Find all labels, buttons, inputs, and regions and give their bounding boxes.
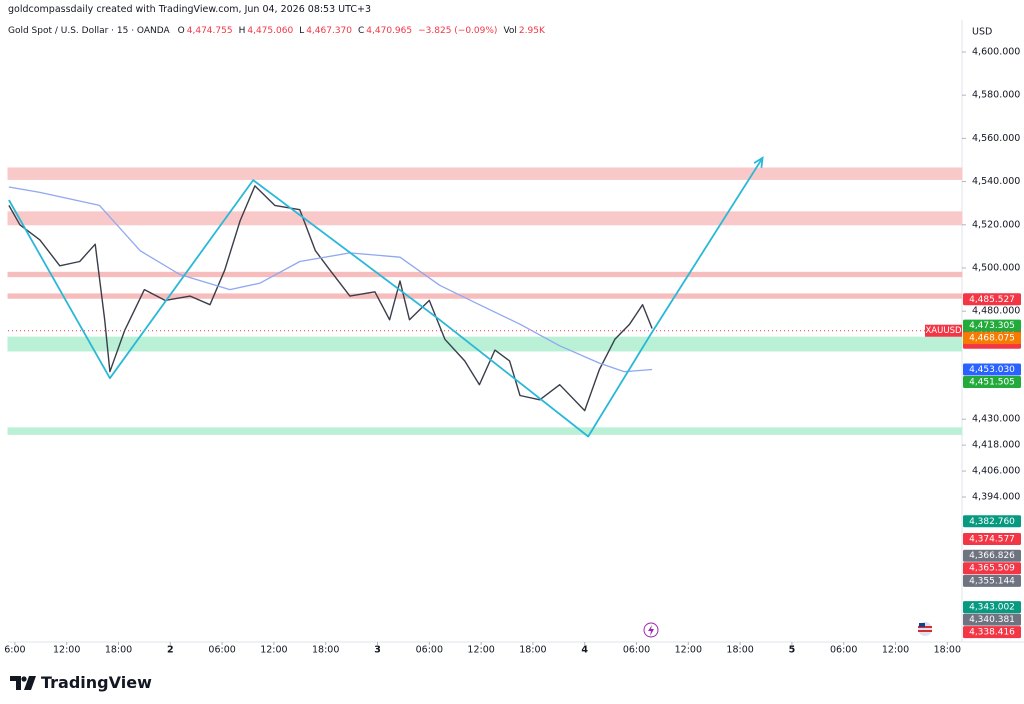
flag-icon[interactable] <box>918 622 932 636</box>
x-tick-label: 4 <box>581 645 588 656</box>
symbol-tag-label: XAUUSD <box>925 326 961 336</box>
zone <box>7 336 963 352</box>
x-tick-label: 5 <box>789 645 796 656</box>
currency: USD <box>972 27 992 38</box>
arrow-head <box>753 156 764 168</box>
change: −3.825 (−0.09%) <box>418 26 498 36</box>
ohlc-label: H <box>238 26 246 36</box>
price-tag <box>963 363 1021 376</box>
x-tick-label: 12:00 <box>675 645 702 656</box>
zone <box>7 271 963 278</box>
price-tag <box>963 332 1021 345</box>
price-tag <box>963 319 1021 332</box>
volume-label: Vol <box>503 26 517 36</box>
price-tag-label: 4,468.075 <box>969 334 1015 344</box>
price-tag-label: 4,374.577 <box>969 534 1015 544</box>
price-tag-label: 4,382.760 <box>969 517 1015 527</box>
ohlc-value: 4,467.370 <box>306 26 352 36</box>
price-tag-label: 4,485.527 <box>969 295 1015 305</box>
lightning-icon[interactable] <box>643 622 659 638</box>
zone <box>7 211 963 226</box>
zone <box>7 293 963 299</box>
ohlc-label: C <box>358 26 365 36</box>
price-tag-label: 4,355.144 <box>969 576 1015 586</box>
price-tag <box>963 549 1021 562</box>
x-tick-label: 12:00 <box>882 645 909 656</box>
y-tick-label: 4,520.000 <box>972 219 1020 230</box>
price-tag <box>963 613 1021 626</box>
x-tick-label: 06:00 <box>208 645 235 656</box>
price-tag-label: 4,453.030 <box>969 365 1015 375</box>
price-tag-label: 4,366.826 <box>969 551 1015 561</box>
x-tick-label: 12:00 <box>53 645 80 656</box>
ohlc-value: 4,474.755 <box>186 26 233 36</box>
zone <box>7 167 963 180</box>
ohlc-value: 4,475.060 <box>247 26 294 36</box>
x-tick-label: 18:00 <box>934 645 961 656</box>
logo-mark <box>10 675 36 690</box>
symbol-tag <box>925 324 962 337</box>
y-tick-label: 4,600.000 <box>972 46 1020 57</box>
price-tag-label: 4,451.505 <box>969 377 1015 387</box>
x-tick-label: 06:00 <box>623 645 650 656</box>
y-tick-label: 4,406.000 <box>972 466 1020 477</box>
x-tick-label: 18:00 <box>519 645 546 656</box>
price-tag <box>963 626 1021 639</box>
y-tick-label: 4,540.000 <box>972 176 1020 187</box>
credit: goldcompassdaily created with TradingVie… <box>8 4 372 15</box>
y-tick-label: 4,560.000 <box>972 133 1020 144</box>
x-tick-label: 12:00 <box>467 645 494 656</box>
y-tick-label: 4,480.000 <box>972 306 1020 317</box>
x-tick-label: 06:00 <box>830 645 857 656</box>
price-tag <box>963 515 1021 528</box>
zone <box>7 427 963 435</box>
y-tick-label: 4,430.000 <box>972 414 1020 425</box>
y-tick-label: 4,394.000 <box>972 491 1020 502</box>
x-tick-label: 18:00 <box>312 645 339 656</box>
x-tick-label: 2 <box>167 645 174 656</box>
x-tick-label: 6:00 <box>4 645 25 656</box>
price-tag <box>963 601 1021 614</box>
price-tag-label: 4,343.002 <box>969 603 1015 613</box>
price-tag <box>963 375 1021 388</box>
volume: 2.95K <box>518 26 545 36</box>
price-tag-label: 4,473.305 <box>969 321 1015 331</box>
x-tick-label: 06:00 <box>416 645 443 656</box>
series-line <box>8 157 764 438</box>
x-tick-label: 3 <box>374 645 381 656</box>
price-tag-label: 4,365.509 <box>969 564 1015 574</box>
price-tag-label: 4,338.416 <box>969 628 1015 638</box>
y-tick-label: 4,500.000 <box>972 263 1020 274</box>
ohlc-value: 4,470.965 <box>366 26 413 36</box>
logo: TradingView <box>10 673 152 692</box>
ohlc-label: L <box>299 26 305 36</box>
price-tag <box>963 574 1021 587</box>
y-tick-label: 4,580.000 <box>972 90 1020 101</box>
price-tag <box>963 562 1021 575</box>
symbol-legend: Gold Spot / U.S. Dollar · 15 · OANDA O 4,4… <box>8 26 549 36</box>
price-tag <box>963 532 1021 545</box>
price-tag <box>963 293 1021 306</box>
logo-text: TradingView <box>41 673 152 692</box>
ohlc-label: O <box>177 26 185 36</box>
y-tick-label: 4,418.000 <box>972 440 1020 451</box>
symbol: Gold Spot / U.S. Dollar · 15 · OANDA <box>8 26 170 36</box>
price-tags: 4,485.527 4,473.305 4,468.075 4,453.030 4,45… <box>963 293 1021 639</box>
x-tick-label: 12:00 <box>260 645 287 656</box>
price-tag-label: 4,340.381 <box>969 615 1015 625</box>
x-tick-label: 18:00 <box>105 645 132 656</box>
series-line <box>8 185 653 412</box>
x-tick-label: 18:00 <box>726 645 753 656</box>
